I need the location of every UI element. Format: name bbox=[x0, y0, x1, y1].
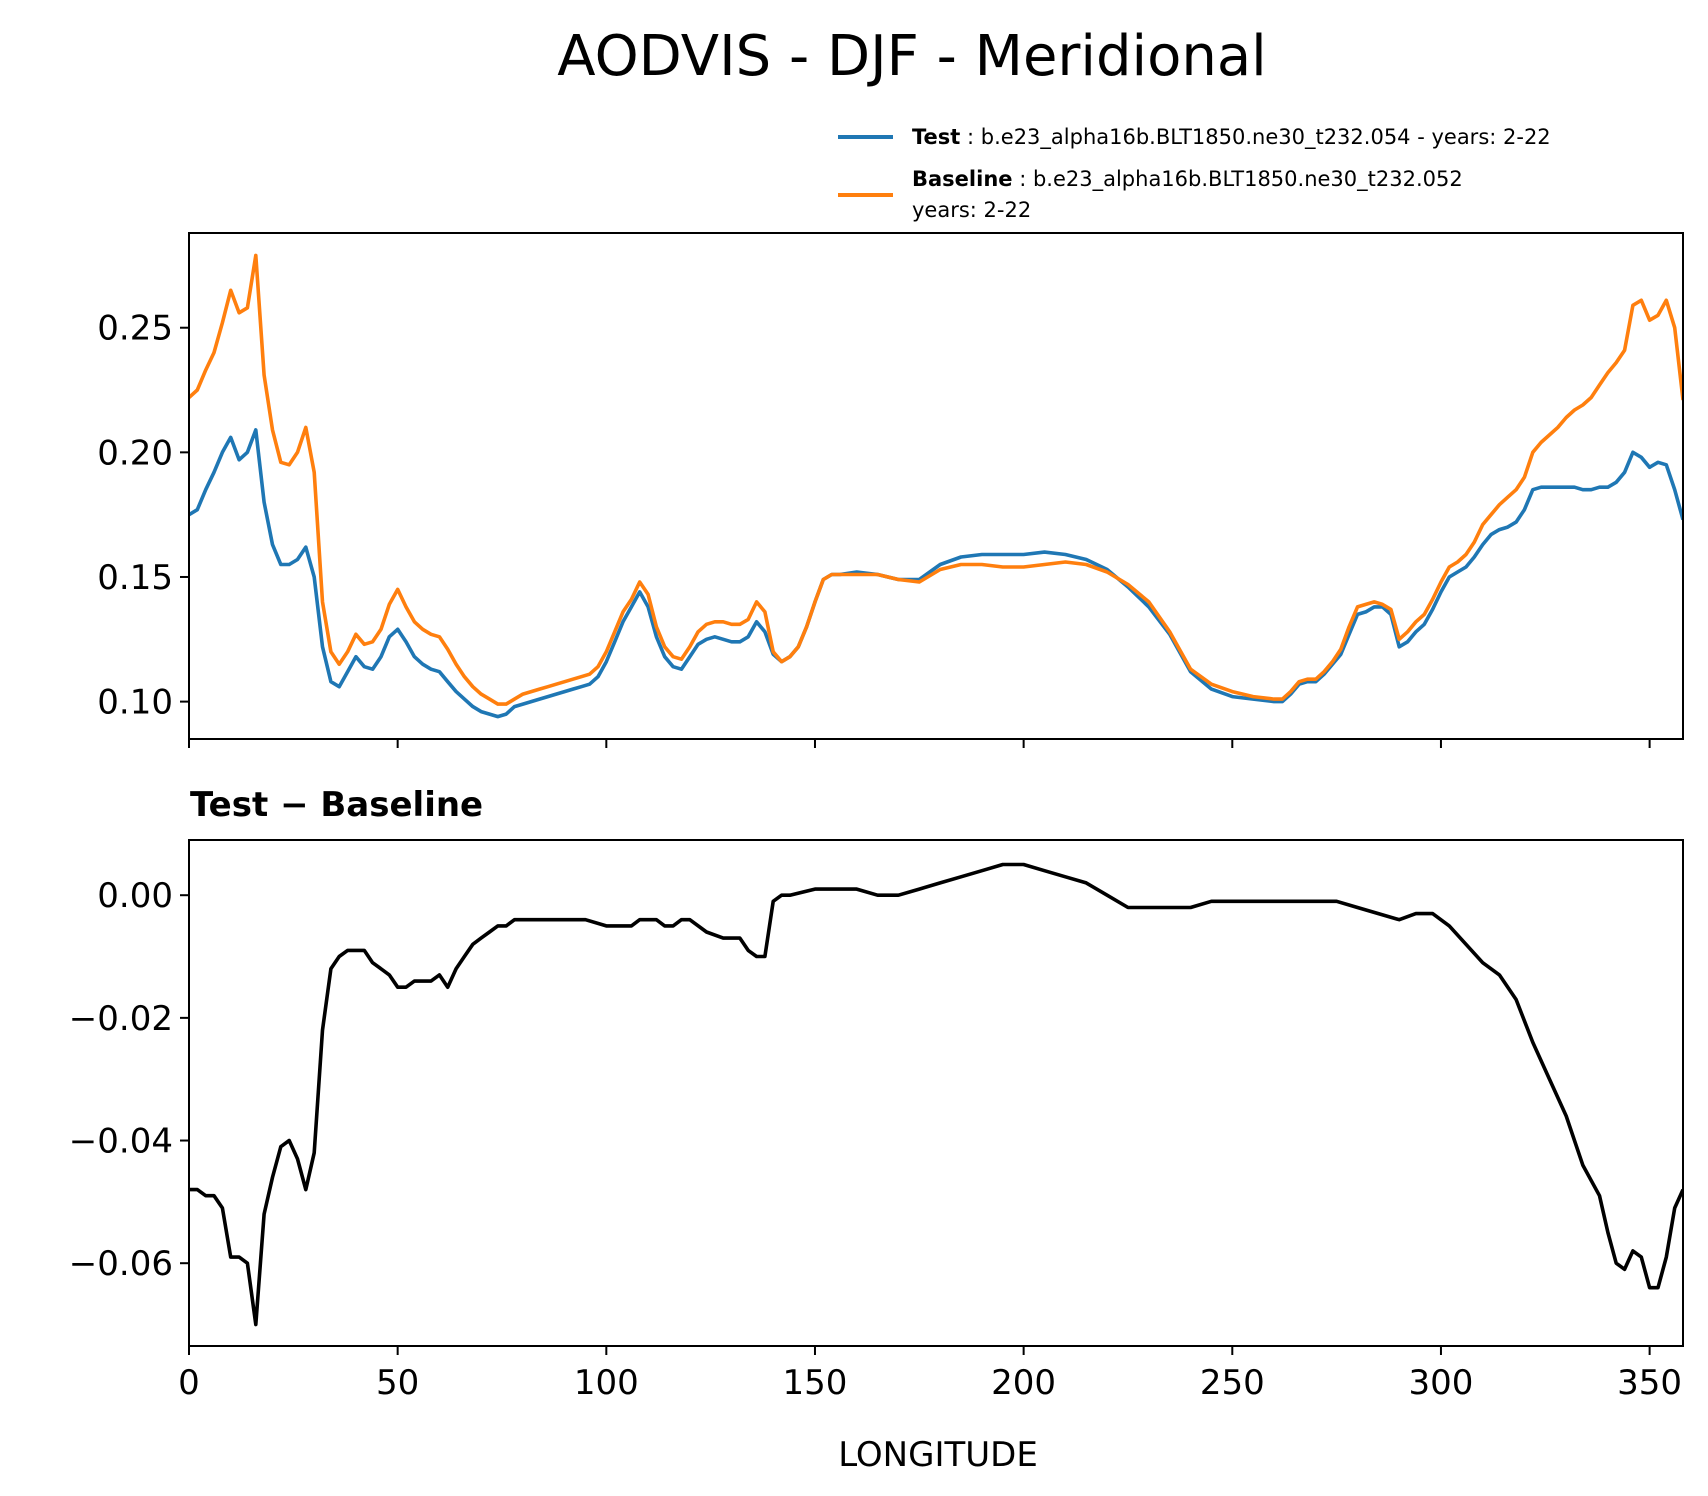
bottom-y-tick-label: −0.06 bbox=[69, 1244, 173, 1284]
figure-title: AODVIS - DJF - Meridional bbox=[557, 24, 1266, 89]
legend-sep-baseline: : bbox=[1013, 167, 1033, 191]
legend-name-baseline: Baseline bbox=[912, 167, 1013, 191]
legend-name-test: Test bbox=[912, 125, 960, 149]
legend-label-test: Test : b.e23_alpha16b.BLT1850.ne30_t232.… bbox=[912, 125, 1551, 150]
legend-label-baseline-years: years: 2-22 bbox=[912, 198, 1031, 222]
bottom-axes-frame bbox=[188, 839, 1684, 1347]
bottom-x-tick-label: 300 bbox=[1409, 1363, 1474, 1403]
bottom-y-tick-label: −0.02 bbox=[69, 999, 173, 1039]
bottom-x-tick-label: 50 bbox=[376, 1363, 419, 1403]
legend: Test : b.e23_alpha16b.BLT1850.ne30_t232.… bbox=[838, 125, 1551, 222]
bottom-x-tick-label: 0 bbox=[178, 1363, 200, 1403]
bottom-y-tick-label: −0.04 bbox=[69, 1122, 173, 1162]
top-y-tick-label: 0.15 bbox=[97, 558, 173, 598]
top-series-baseline bbox=[189, 253, 1683, 706]
bottom-x-tick-label: 250 bbox=[1200, 1363, 1265, 1403]
difference-panel-title: Test − Baseline bbox=[190, 785, 483, 825]
top-y-tick-label: 0.10 bbox=[97, 683, 173, 723]
legend-desc-test: b.e23_alpha16b.BLT1850.ne30_t232.054 - y… bbox=[981, 125, 1551, 150]
x-axis-label: LONGITUDE bbox=[838, 1435, 1038, 1475]
bottom-y-tick-label: 0.00 bbox=[97, 876, 173, 916]
top-y-tick-label: 0.25 bbox=[97, 309, 173, 349]
top-axes-frame bbox=[188, 232, 1684, 740]
bottom-panel: −0.06 −0.04 −0.02 0.00 0 50 100 150 200 250 300 350 bbox=[69, 839, 1684, 1403]
top-y-tick-label: 0.20 bbox=[97, 433, 173, 473]
bottom-x-tick-label: 350 bbox=[1617, 1363, 1682, 1403]
legend-label-baseline: Baseline : b.e23_alpha16b.BLT1850.ne30_t… bbox=[912, 167, 1463, 192]
bottom-x-tick-label: 200 bbox=[991, 1363, 1056, 1403]
legend-desc-baseline: b.e23_alpha16b.BLT1850.ne30_t232.052 bbox=[1033, 167, 1463, 192]
legend-sep-test: : bbox=[960, 125, 980, 149]
bottom-x-tick-label: 100 bbox=[574, 1363, 639, 1403]
top-panel: 0.10 0.15 0.20 0.25 bbox=[97, 232, 1684, 748]
bottom-x-tick-label: 150 bbox=[783, 1363, 848, 1403]
bottom-series-test-baseline bbox=[189, 862, 1683, 1327]
